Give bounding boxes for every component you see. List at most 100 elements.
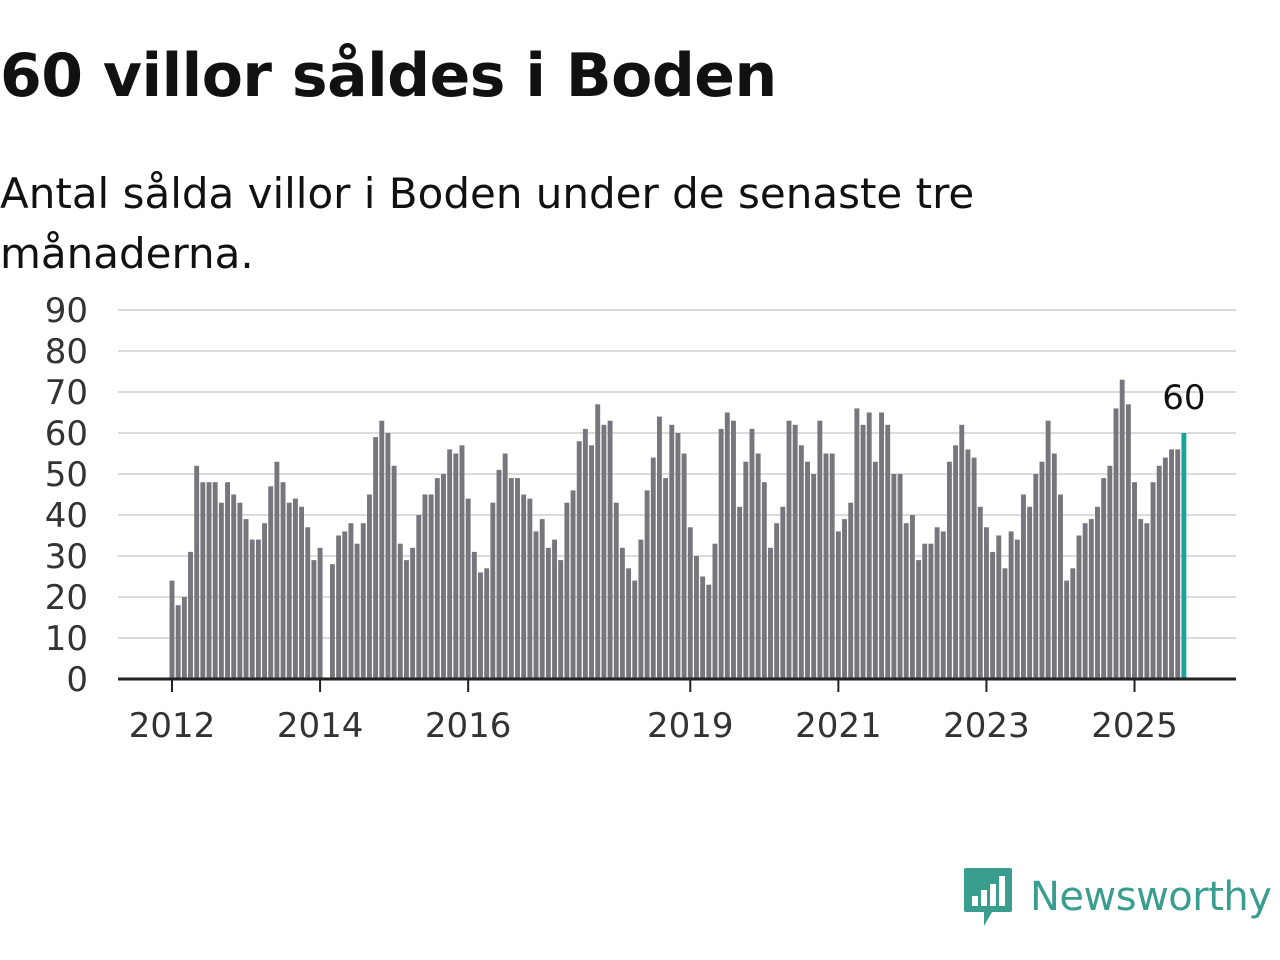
bar — [441, 474, 446, 679]
bar — [181, 597, 187, 679]
bar — [959, 424, 965, 679]
bar — [687, 527, 693, 679]
bar — [866, 412, 872, 679]
bar — [780, 506, 786, 679]
bar — [798, 445, 804, 679]
bar — [1113, 408, 1119, 679]
bar — [1156, 465, 1162, 679]
y-tick-label: 30 — [45, 537, 88, 577]
bar — [1033, 474, 1039, 679]
bar — [823, 453, 829, 679]
bar — [619, 547, 625, 679]
bar — [570, 490, 576, 679]
bar — [243, 519, 249, 679]
newsworthy-logo-icon — [964, 868, 1012, 926]
bar — [416, 515, 422, 679]
bar — [558, 560, 564, 679]
bar — [854, 408, 860, 679]
bar — [922, 543, 928, 679]
bar — [909, 515, 915, 679]
x-tick-label: 2012 — [129, 706, 216, 746]
bar — [317, 547, 323, 679]
bar — [496, 469, 502, 679]
y-tick-label: 80 — [45, 332, 88, 372]
bar — [990, 551, 996, 679]
bar — [379, 420, 385, 679]
bar — [1064, 580, 1070, 679]
bar — [817, 420, 823, 679]
bar — [385, 433, 391, 679]
bar — [829, 453, 835, 679]
bar — [453, 453, 459, 679]
bar — [1008, 531, 1014, 679]
bar — [1027, 506, 1033, 679]
bar — [977, 506, 983, 679]
bar — [724, 412, 730, 679]
bar — [650, 457, 656, 679]
y-tick-label: 60 — [45, 414, 88, 454]
bar — [434, 478, 440, 679]
highlight-value-label: 60 — [1162, 378, 1205, 418]
bar — [329, 564, 335, 679]
bar — [255, 539, 261, 679]
bar — [206, 482, 212, 679]
x-axis: 2012 2014 2016 2019 2021 2023 2025 — [118, 677, 1236, 746]
bar — [1107, 465, 1113, 679]
bar — [675, 433, 681, 679]
x-tick-label: 2025 — [1091, 706, 1178, 746]
bar — [299, 506, 305, 679]
bar — [712, 543, 718, 679]
bar — [842, 519, 847, 679]
bar — [860, 424, 866, 679]
bar — [212, 482, 218, 679]
bar — [465, 498, 471, 679]
bar — [768, 547, 773, 679]
bar — [953, 445, 959, 679]
bar — [663, 478, 669, 679]
bar — [169, 580, 175, 679]
bar — [774, 523, 780, 679]
bar — [644, 490, 650, 679]
bar — [410, 547, 416, 679]
bar — [601, 424, 607, 679]
bar — [1045, 420, 1051, 679]
bar — [286, 502, 292, 679]
bar — [391, 465, 397, 679]
bar — [502, 453, 508, 679]
bar — [237, 502, 243, 679]
bar — [564, 502, 570, 679]
x-tick-label: 2021 — [795, 706, 882, 746]
bar — [848, 502, 854, 679]
bar — [360, 523, 366, 679]
bar — [946, 461, 952, 679]
bar — [231, 494, 237, 679]
bar — [490, 502, 496, 679]
bar — [1138, 519, 1144, 679]
bar — [1014, 539, 1020, 679]
bar — [354, 543, 360, 679]
bar — [1002, 568, 1008, 679]
bar — [225, 482, 230, 679]
y-tick-label: 40 — [45, 496, 88, 536]
y-tick-label: 90 — [45, 291, 88, 331]
chart-subtitle: Antal sålda villor i Boden under de sena… — [0, 169, 975, 278]
y-tick-label: 10 — [45, 619, 88, 659]
bar — [484, 568, 490, 679]
bar — [1132, 482, 1137, 679]
bar — [811, 474, 817, 679]
bar — [582, 428, 588, 679]
bar — [404, 560, 409, 679]
bar — [397, 543, 403, 679]
bar — [515, 478, 520, 679]
bar — [595, 404, 601, 679]
bar — [965, 449, 971, 679]
bar — [268, 486, 274, 679]
newsworthy-logo[interactable]: Newsworthy — [962, 862, 1272, 932]
bar — [1101, 478, 1107, 679]
bar — [885, 424, 891, 679]
bar — [897, 474, 903, 679]
bar — [589, 445, 595, 679]
bar — [940, 531, 946, 679]
bar — [626, 568, 632, 679]
